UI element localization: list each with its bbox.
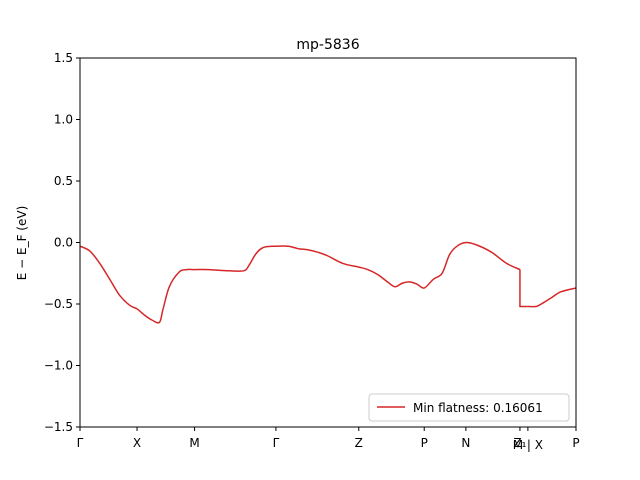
y-tick-label: 0.0: [54, 236, 73, 250]
x-tick-label: Z₁: [513, 436, 526, 450]
y-axis: −1.5 −1.0 −0.5 0.0 0.5 1.0 1.5: [44, 51, 80, 434]
legend: Min flatness: 0.16061: [368, 393, 570, 422]
chart-title: mp-5836: [296, 37, 359, 53]
plot-area: [79, 241, 577, 324]
x-tick-label: Γ: [77, 436, 84, 450]
x-tick-label: Z: [355, 436, 363, 450]
x-axis: Γ X M Γ Z P N Z₁M | X P: [77, 427, 580, 452]
y-tick-label: −0.5: [44, 297, 73, 311]
y-tick-label: −1.5: [44, 420, 73, 434]
y-tick-label: 1.5: [54, 51, 73, 65]
x-tick-label: M | X: [513, 438, 543, 452]
legend-box: [368, 393, 570, 422]
y-axis-label: E − E_F (eV): [15, 206, 29, 281]
x-tick-label: Γ: [273, 436, 280, 450]
x-tick-label: N: [461, 436, 470, 450]
x-tick-label: X: [133, 436, 141, 450]
y-tick-label: 0.5: [54, 174, 73, 188]
band-line-segment: [79, 241, 521, 324]
band-discontinuity: [519, 269, 528, 308]
x-tick-label: P: [421, 436, 428, 450]
legend-label: Min flatness: 0.16061: [413, 401, 543, 415]
y-tick-label: −1.0: [44, 359, 73, 373]
x-tick-label: P: [572, 436, 579, 450]
x-tick-label: M: [189, 436, 199, 450]
band-line-segment: [527, 287, 577, 308]
y-tick-label: 1.0: [54, 113, 73, 127]
